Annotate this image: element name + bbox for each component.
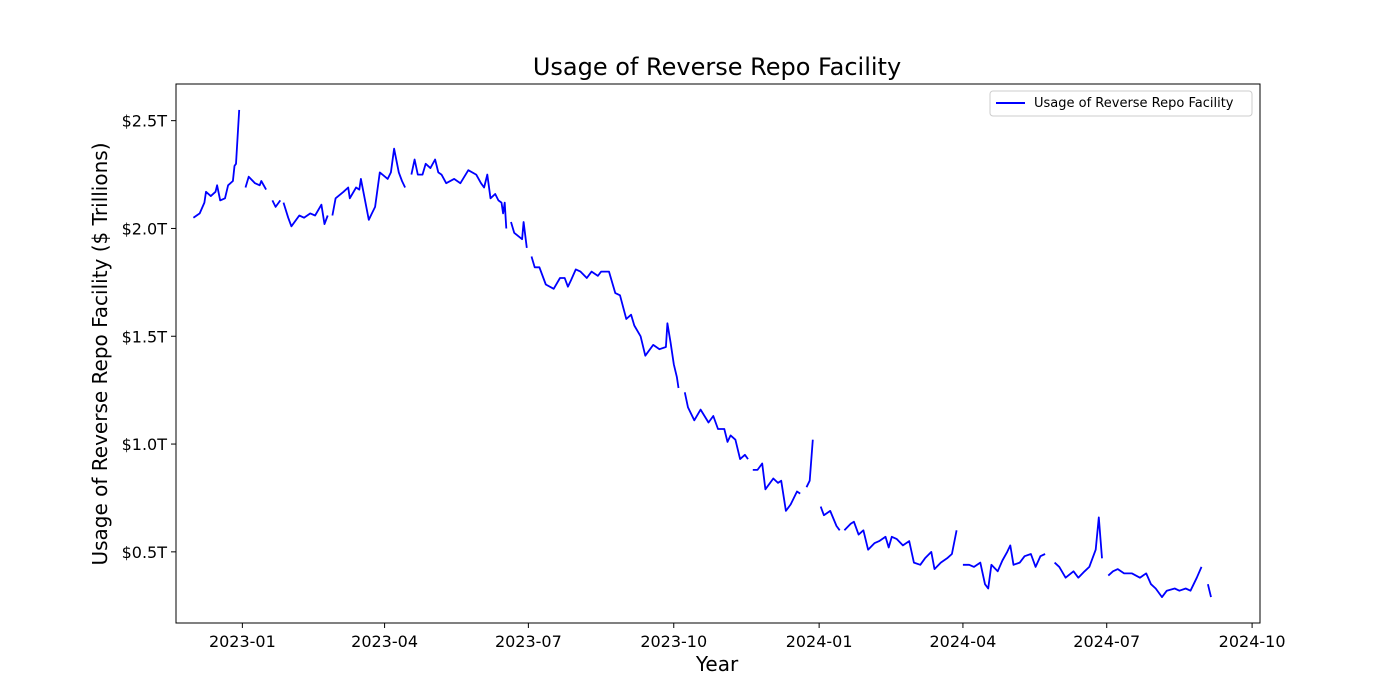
y-axis-label: Usage of Reverse Repo Facility ($ Trilli… [88,142,112,565]
x-axis: 2023-01 2023-04 2023-07 2023-10 2024-01 2024-… [209,623,1286,651]
y-tick-label: $2.0T [122,219,168,238]
series-line-0 [192,109,1212,598]
y-axis: $0.5T $1.0T $1.5T $2.0T $2.5T [122,112,176,562]
y-tick-label: $2.5T [122,112,168,131]
y-tick-label: $1.0T [122,435,168,454]
chart-title: Usage of Reverse Repo Facility [533,53,901,81]
x-tick-label: 2023-04 [351,632,418,651]
x-tick-label: 2023-07 [495,632,562,651]
x-tick-label: 2024-01 [786,632,853,651]
legend-label: Usage of Reverse Repo Facility [1034,96,1234,111]
plot-area [192,109,1212,598]
legend: Usage of Reverse Repo Facility [989,90,1253,117]
x-tick-label: 2024-04 [929,632,996,651]
y-tick-label: $0.5T [122,543,168,562]
legend-box [989,90,1253,117]
x-axis-label: Year [695,652,739,676]
x-tick-label: 2024-10 [1219,632,1286,651]
plot-frame [175,83,1261,624]
x-tick-label: 2024-07 [1073,632,1140,651]
x-tick-label: 2023-10 [640,632,707,651]
x-tick-label: 2023-01 [209,632,276,651]
y-tick-label: $1.5T [122,327,168,346]
